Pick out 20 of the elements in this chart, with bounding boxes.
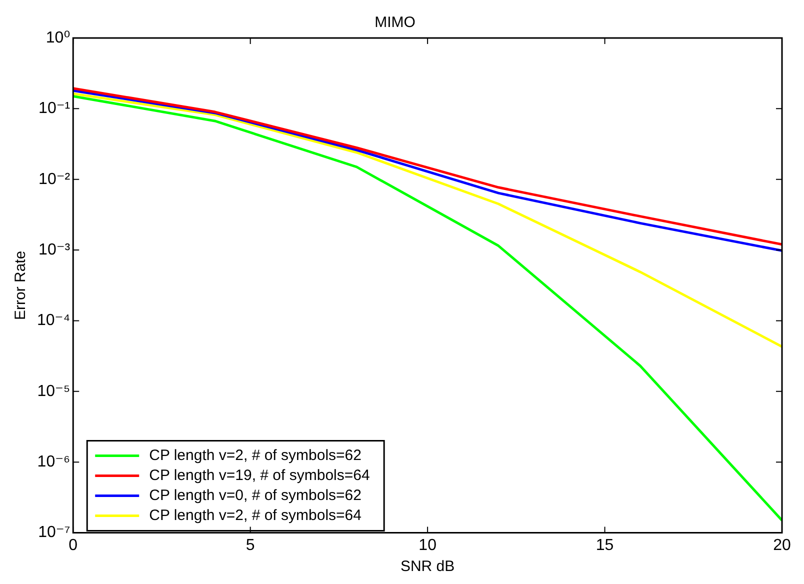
y-axis-title: Error Rate: [12, 250, 30, 320]
y-tick-label: 10⁻¹: [38, 100, 70, 118]
x-axis-title: SNR dB: [400, 558, 455, 576]
x-tick-label: 15: [596, 536, 614, 554]
chart-title: MIMO: [374, 14, 416, 32]
legend-label: CP length v=19, # of symbols=64: [149, 466, 370, 484]
y-tick-label: 10⁻²: [38, 170, 71, 188]
x-tick-label: 0: [68, 536, 78, 554]
x-tick-label: 20: [773, 536, 791, 554]
y-tick-label: 10⁻³: [38, 241, 71, 258]
x-tick-label: 5: [246, 536, 255, 554]
y-tick-label: 10⁰: [46, 29, 70, 46]
legend-label: CP length v=0, # of symbols=62: [149, 486, 362, 504]
y-tick-label: 10⁻⁷: [38, 524, 70, 542]
legend-label: CP length v=2, # of symbols=64: [149, 506, 362, 524]
y-tick-label: 10⁻⁶: [37, 454, 70, 471]
y-tick-label: 10⁻⁵: [37, 382, 70, 400]
x-tick-label: 10: [418, 536, 437, 554]
y-tick-label: 10⁻⁴: [36, 312, 70, 330]
legend-label: CP length v=2, # of symbols=62: [149, 446, 362, 464]
